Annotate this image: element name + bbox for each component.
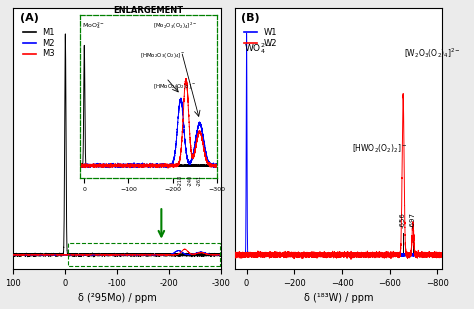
X-axis label: δ (²95Mo) / ppm: δ (²95Mo) / ppm (78, 294, 156, 303)
Text: [HWO$_2$(O$_2$)$_2$]$^-$: [HWO$_2$(O$_2$)$_2$]$^-$ (352, 142, 407, 154)
Text: -697: -697 (409, 212, 415, 228)
Legend: M1, M2, M3: M1, M2, M3 (20, 25, 58, 62)
Text: -656: -656 (400, 213, 405, 228)
Text: WO$_4^{2-}$: WO$_4^{2-}$ (244, 40, 272, 56)
Legend: W1, W2: W1, W2 (241, 25, 280, 51)
Bar (68, 243, 220, 266)
Text: (A): (A) (19, 13, 38, 23)
Text: (B): (B) (241, 13, 259, 23)
Text: [W$_2$O$_3$(O$_2$)$_4$]$^{2-}$: [W$_2$O$_3$(O$_2$)$_4$]$^{2-}$ (404, 46, 461, 60)
X-axis label: δ (¹⁸³W) / ppm: δ (¹⁸³W) / ppm (304, 294, 373, 303)
